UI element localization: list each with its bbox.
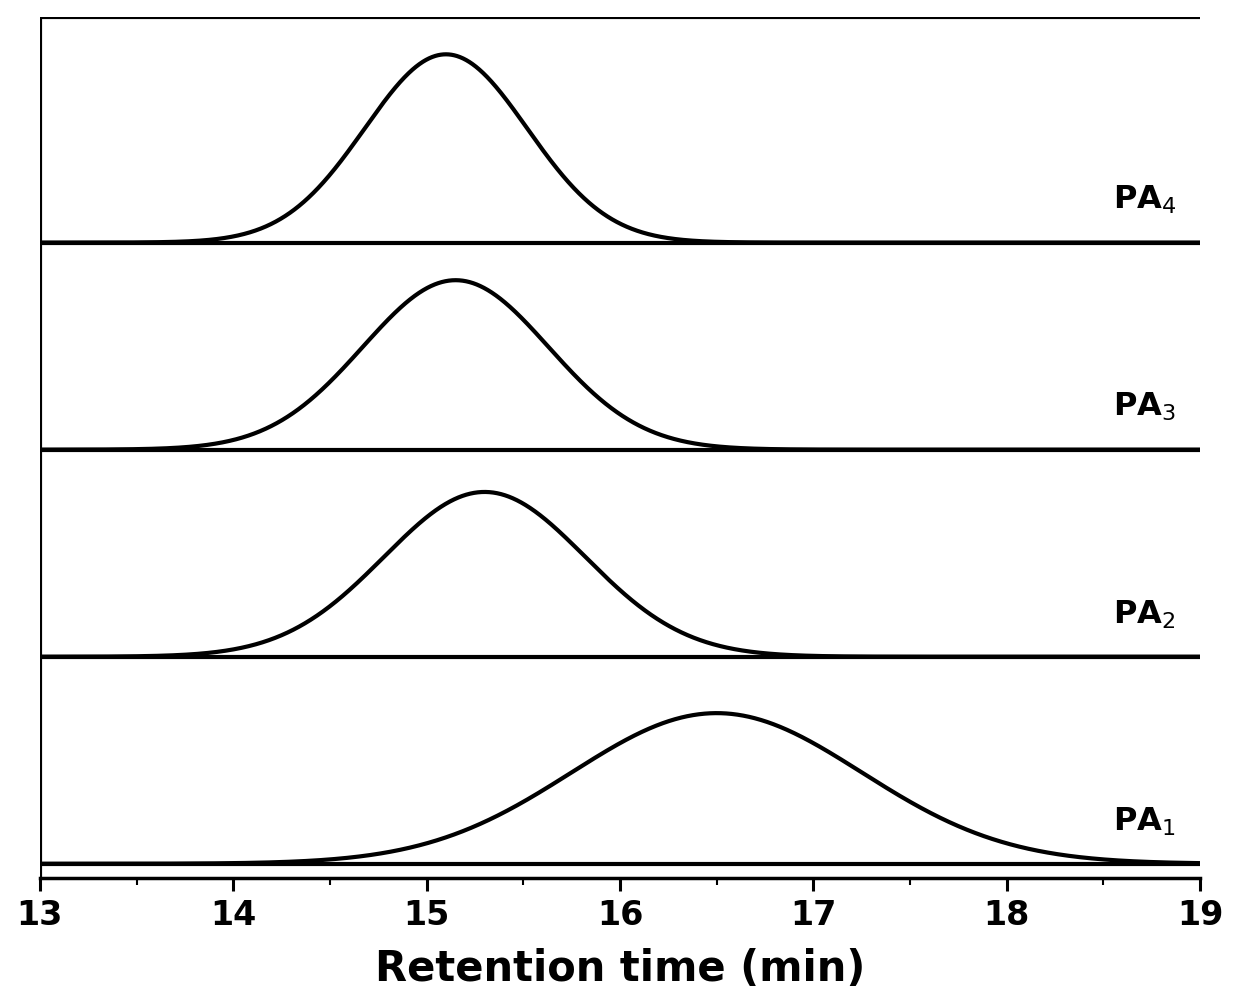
Text: $\mathbf{PA}_{4}$: $\mathbf{PA}_{4}$ — [1114, 184, 1177, 217]
X-axis label: Retention time (min): Retention time (min) — [374, 949, 866, 990]
Text: $\mathbf{PA}_{2}$: $\mathbf{PA}_{2}$ — [1114, 598, 1176, 630]
Text: $\mathbf{PA}_{3}$: $\mathbf{PA}_{3}$ — [1114, 391, 1176, 424]
Text: $\mathbf{PA}_{1}$: $\mathbf{PA}_{1}$ — [1114, 806, 1176, 838]
